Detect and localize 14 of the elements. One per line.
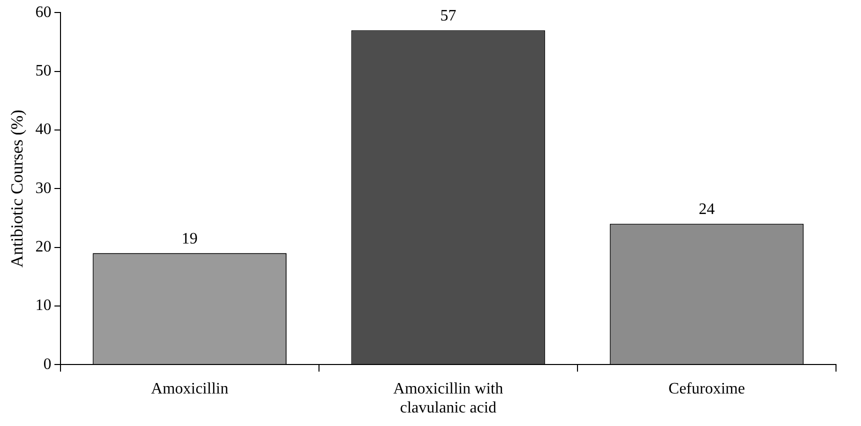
x-tick-label: Amoxicillin <box>151 380 228 398</box>
y-tick-label: 10 <box>35 297 52 314</box>
x-tick-label: Amoxicillin with clavulanic acid <box>393 380 504 417</box>
y-tick-label: 20 <box>35 238 52 256</box>
y-tick-label: 0 <box>43 356 52 373</box>
y-tick-label: 50 <box>35 62 52 80</box>
x-tick-label: Cefuroxime <box>668 380 745 398</box>
y-tick-label: 60 <box>35 4 52 21</box>
y-axis-title: Antibiotic Courses (%) <box>8 110 27 268</box>
data-label: 19 <box>182 230 198 248</box>
data-label: 24 <box>698 201 715 218</box>
data-label: 57 <box>440 7 456 24</box>
y-tick-label: 40 <box>35 121 52 138</box>
y-tick-label: 30 <box>35 180 52 197</box>
